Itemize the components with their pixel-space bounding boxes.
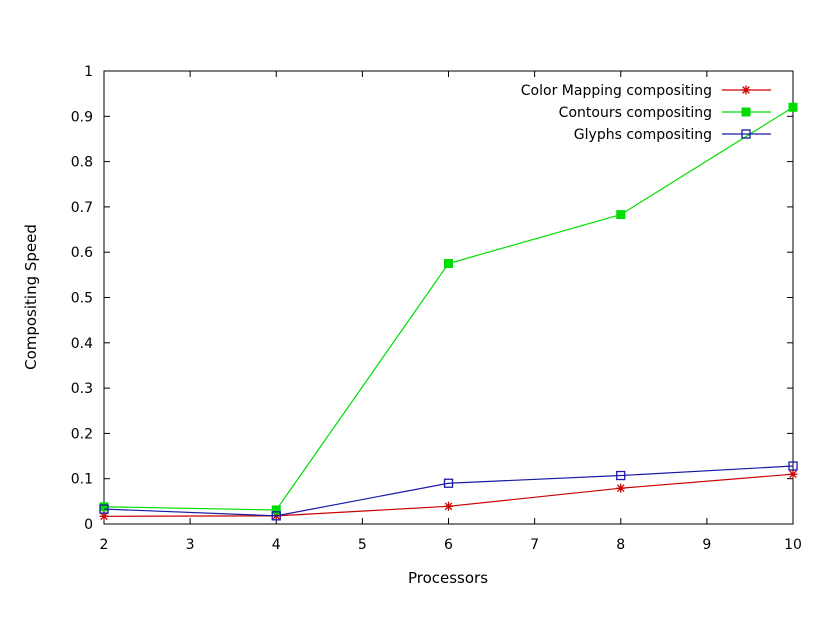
legend: Color Mapping compositing Contours compos… [521,83,771,143]
filled-square-marker [616,210,626,220]
x-tick-label: 2 [100,537,109,553]
filled-square-marker [788,102,798,112]
y-tick-label: 0.6 [71,245,93,261]
y-tick-label: 0.8 [71,155,93,171]
series-group [99,102,798,515]
legend-label: Glyphs compositing [574,127,712,143]
legend-label: Contours compositing [559,105,712,121]
y-tick-label: 1 [84,64,93,80]
x-tick-label: 8 [616,537,625,553]
x-axis-label: Processors [408,569,488,587]
open-square-marker [616,470,626,481]
asterisk-marker [788,469,798,479]
series-line [103,465,794,517]
x-tick-label: 5 [358,537,367,553]
x-tick-label: 7 [530,537,539,553]
x-tick-label: 4 [272,537,281,553]
asterisk-marker [616,483,626,493]
y-tick-label: 0.1 [71,472,93,488]
legend-label: Color Mapping compositing [521,83,712,99]
y-axis-label: Compositing Speed [22,224,40,370]
open-square-marker [443,478,454,488]
y-tick-label: 0 [84,517,93,533]
open-square-marker [99,504,109,514]
y-tick-label: 0.2 [71,426,93,442]
axis-ticks: 2 3 4 5 6 7 8 9 10 0 0.1 0.2 0.3 0.4 0.5 0.6 0.7 0.8 0.9 1 [71,64,802,553]
y-tick-label: 0.9 [71,109,93,125]
open-square-marker [741,129,751,139]
series-group [99,461,798,521]
filled-square-marker [271,505,281,515]
open-square-marker [271,511,281,521]
y-tick-label: 0.4 [71,336,93,352]
x-tick-label: 3 [186,537,195,553]
filled-square-marker [444,259,453,269]
open-square-marker [788,461,798,471]
asterisk-marker [444,501,453,511]
filled-square-marker [99,502,109,512]
series-layer [99,102,798,521]
asterisk-marker [741,85,751,95]
x-tick-label: 6 [444,537,453,553]
series-line [103,106,794,511]
y-tick-label: 0.5 [71,291,93,307]
x-tick-label: 9 [702,537,711,553]
y-tick-label: 0.3 [71,381,93,397]
filled-square-marker [741,107,751,117]
x-tick-label: 10 [784,537,802,553]
y-tick-label: 0.7 [71,200,93,216]
